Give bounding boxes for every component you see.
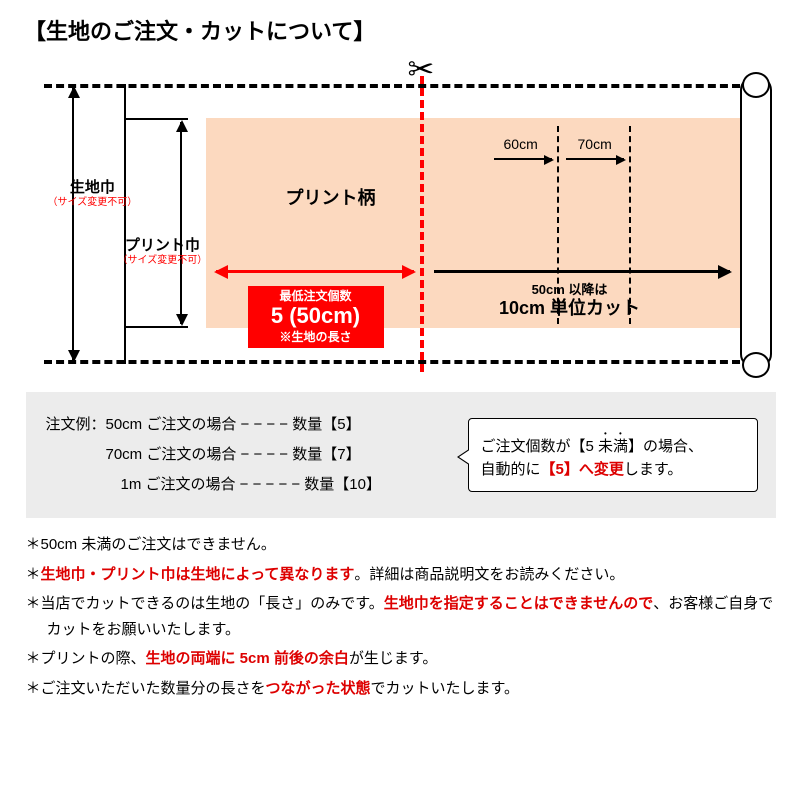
- note-1: ＊50cm 未満のご注文はできません。: [26, 532, 776, 558]
- print-width-tick-top: [126, 118, 188, 120]
- cut-unit-line2: 10cm 単位カット: [499, 298, 640, 318]
- fabric-edge-bottom: [44, 360, 740, 364]
- min-order-box: 最低注文個数 5 (50cm) ※生地の長さ: [248, 286, 384, 348]
- print-pattern-label: プリント柄: [286, 184, 376, 210]
- speech-2c: します。: [624, 461, 683, 478]
- speech-2b: 【5】へ変更: [541, 461, 624, 478]
- fabric-width-label: 生地巾 （サイズ変更不可）: [48, 180, 138, 208]
- speech-2a: 自動的に: [481, 461, 541, 478]
- label-70cm: 70cm: [578, 136, 612, 152]
- cut-unit-arrow: [434, 270, 730, 273]
- speech-1b: 未満: [598, 438, 628, 455]
- print-width-note: （サイズ変更不可）: [118, 255, 208, 266]
- min-order-line1: 最低注文個数: [279, 289, 351, 303]
- roll-cap-top: [742, 72, 770, 98]
- cut-unit-line1: 50cm 以降は: [532, 282, 608, 297]
- min-order-line2: 5 (50cm): [250, 303, 382, 329]
- print-width-tick-bottom: [126, 326, 188, 328]
- note-5a: ＊ご注文いただいた数量分の長さを: [26, 680, 266, 697]
- page-title: 【生地のご注文・カットについて】: [24, 14, 777, 46]
- note-3: ＊当店でカットできるのは生地の「長さ」のみです。生地巾を指定することはできません…: [26, 591, 776, 642]
- print-width-label: プリント巾 （サイズ変更不可）: [118, 238, 208, 266]
- notes: ＊50cm 未満のご注文はできません。 ＊生地巾・プリント巾は生地によって異なり…: [26, 532, 776, 701]
- print-width-arrow: [180, 122, 182, 324]
- min-order-arrow: [216, 270, 414, 273]
- note-4b: 生地の両端に 5cm 前後の余白: [146, 650, 349, 667]
- speech-1c: 】の場合、: [628, 438, 703, 455]
- fabric-edge-left: [124, 84, 126, 364]
- speech-1a: ご注文個数が【5: [481, 438, 599, 455]
- note-4: ＊プリントの際、生地の両端に 5cm 前後の余白が生じます。: [26, 646, 776, 672]
- label-60cm: 60cm: [504, 136, 538, 152]
- note-5b: つながった状態: [266, 680, 371, 697]
- arrow-70cm: [566, 158, 624, 160]
- fabric-roll: [740, 76, 772, 368]
- note-2a: ＊: [26, 566, 41, 583]
- fabric-width-arrow: [72, 88, 74, 360]
- note-2: ＊生地巾・プリント巾は生地によって異なります。詳細は商品説明文をお読みください。: [26, 562, 776, 588]
- fabric-diagram: ✂ プリント柄 生地巾 （サイズ変更不可） プリント巾 （サイズ変更不可） 最低…: [26, 58, 776, 378]
- note-5: ＊ご注文いただいた数量分の長さをつながった状態でカットいたします。: [26, 676, 776, 702]
- speech-bubble: ご注文個数が【5 未満】の場合、 自動的に【5】へ変更します。: [468, 418, 758, 492]
- note-3b: 生地巾を指定することはできませんので: [384, 595, 654, 612]
- cut-line: [420, 76, 424, 372]
- note-3a: ＊当店でカットできるのは生地の「長さ」のみです。: [26, 595, 384, 612]
- note-2c: 。詳細は商品説明文をお読みください。: [354, 566, 624, 583]
- cut-unit-text: 50cm 以降は 10cm 単位カット: [480, 282, 660, 319]
- note-4c: が生じます。: [349, 650, 438, 667]
- fabric-width-text: 生地巾: [70, 179, 115, 196]
- note-5c: でカットいたします。: [371, 680, 520, 697]
- roll-cap-bottom: [742, 352, 770, 378]
- fabric-width-note: （サイズ変更不可）: [48, 197, 138, 208]
- arrow-60cm: [494, 158, 552, 160]
- note-2b: 生地巾・プリント巾は生地によって異なります: [41, 566, 355, 583]
- min-order-line3: ※生地の長さ: [279, 330, 351, 344]
- fabric-edge-top: [44, 84, 740, 88]
- example-box: 注文例：50cm ご注文の場合 − − − − 数量【5】 70cm ご注文の場…: [26, 392, 776, 518]
- note-4a: ＊プリントの際、: [26, 650, 146, 667]
- print-width-text: プリント巾: [125, 237, 200, 254]
